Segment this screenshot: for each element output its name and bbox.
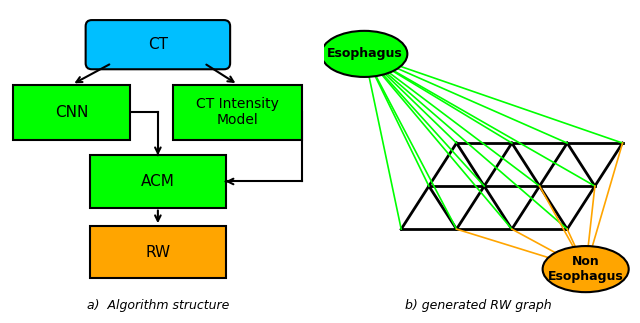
Text: RW: RW [145,245,170,260]
Text: Esophagus: Esophagus [326,47,402,60]
Ellipse shape [321,31,407,77]
FancyBboxPatch shape [13,85,130,140]
FancyBboxPatch shape [90,226,225,278]
Text: CT: CT [148,37,168,52]
Text: Non
Esophagus: Non Esophagus [548,255,623,283]
Text: ACM: ACM [141,174,175,189]
Text: b) generated RW graph: b) generated RW graph [404,299,552,312]
FancyBboxPatch shape [173,85,302,140]
FancyBboxPatch shape [90,155,225,208]
Text: CNN: CNN [55,105,88,120]
Ellipse shape [543,246,628,292]
Text: a)  Algorithm structure: a) Algorithm structure [86,299,229,312]
Text: CT Intensity
Model: CT Intensity Model [196,97,279,127]
FancyBboxPatch shape [86,20,230,69]
